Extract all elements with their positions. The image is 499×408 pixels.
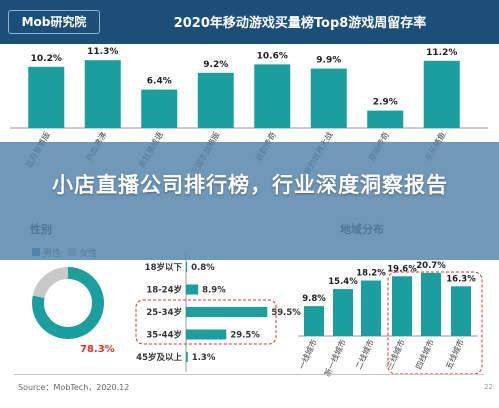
region-bar-3 — [361, 280, 381, 336]
top-bar-1 — [28, 66, 65, 128]
top-bar-8 — [423, 60, 460, 128]
age-bar-label-4: 35-44岁 — [146, 330, 182, 341]
top-bar-value-4: 9.2% — [203, 60, 228, 70]
source-note: Source：MobTech，2020.12 — [18, 383, 130, 392]
region-bar-value-2: 15.4% — [328, 277, 358, 287]
top-bar-value-8: 11.2% — [426, 48, 457, 58]
age-bar-value-1: 0.8% — [191, 263, 215, 273]
region-bar-label-3: 二线城市 — [353, 338, 376, 371]
age-bar-value-3: 59.5% — [271, 308, 301, 318]
top-bar-value-7: 2.9% — [373, 98, 398, 108]
region-bar-2 — [333, 289, 353, 336]
gender-value-female: 78.3% — [80, 344, 115, 355]
top-bar-value-6: 9.9% — [316, 56, 341, 66]
age-bar-label-5: 45岁及以上 — [136, 352, 182, 363]
chart-title: 2020年移动游戏买量榜Top8游戏周留存率 — [173, 16, 427, 31]
top-bar-7 — [367, 110, 404, 128]
region-bar-label-6: 五线城市 — [443, 338, 466, 371]
top-bar-2 — [84, 60, 121, 129]
top-bar-3 — [141, 89, 178, 128]
banner-title: 小店直播公司排行榜，行业深度洞察报告 — [52, 173, 448, 197]
region-bar-value-6: 16.3% — [446, 274, 476, 284]
top-bar-value-1: 10.2% — [31, 54, 62, 64]
age-highlight-frame — [135, 299, 277, 345]
region-bar-value-5: 20.7% — [416, 261, 446, 271]
top-bar-value-2: 11.3% — [87, 47, 118, 57]
age-bar-value-5: 1.3% — [192, 353, 216, 363]
region-bar-value-3: 18.2% — [356, 269, 386, 279]
mob-logo: Mob研究院 — [8, 10, 100, 34]
age-bar-5 — [186, 352, 188, 362]
age-bar-value-4: 29.5% — [230, 331, 260, 341]
top-bar-5 — [254, 64, 291, 128]
age-bar-label-1: 18岁以下 — [145, 262, 183, 273]
age-bar-4 — [186, 329, 227, 340]
gender-slice-male — [32, 267, 69, 299]
top-bar-value-5: 10.6% — [257, 51, 288, 61]
gender-slice-female — [32, 267, 104, 339]
region-bar-label-1: 一线城市 — [296, 338, 319, 371]
age-bar-label-3: 25-34岁 — [146, 307, 182, 318]
region-bar-label-5: 四线城市 — [413, 338, 436, 371]
header-band — [0, 0, 499, 44]
age-bar-1 — [186, 262, 188, 272]
age-bar-2 — [186, 284, 199, 295]
page-number: 22 — [484, 383, 493, 391]
region-bar-1 — [304, 306, 324, 336]
banner-overlay — [0, 142, 499, 260]
age-bar-3 — [186, 307, 268, 317]
top-bar-value-3: 6.4% — [147, 77, 172, 87]
region-bar-6 — [451, 286, 471, 336]
footer-divider — [14, 374, 484, 375]
top-bar-4 — [197, 72, 234, 128]
top-bar-6 — [310, 68, 347, 128]
region-bar-value-4: 19.6% — [387, 264, 417, 274]
region-bar-4 — [392, 276, 412, 336]
region-bar-label-2: 新一线城市 — [322, 338, 348, 378]
region-bar-value-1: 9.8% — [302, 294, 326, 304]
age-bar-value-2: 8.9% — [202, 286, 226, 296]
age-bar-label-2: 18-24岁 — [146, 285, 182, 296]
region-bar-5 — [421, 272, 441, 336]
